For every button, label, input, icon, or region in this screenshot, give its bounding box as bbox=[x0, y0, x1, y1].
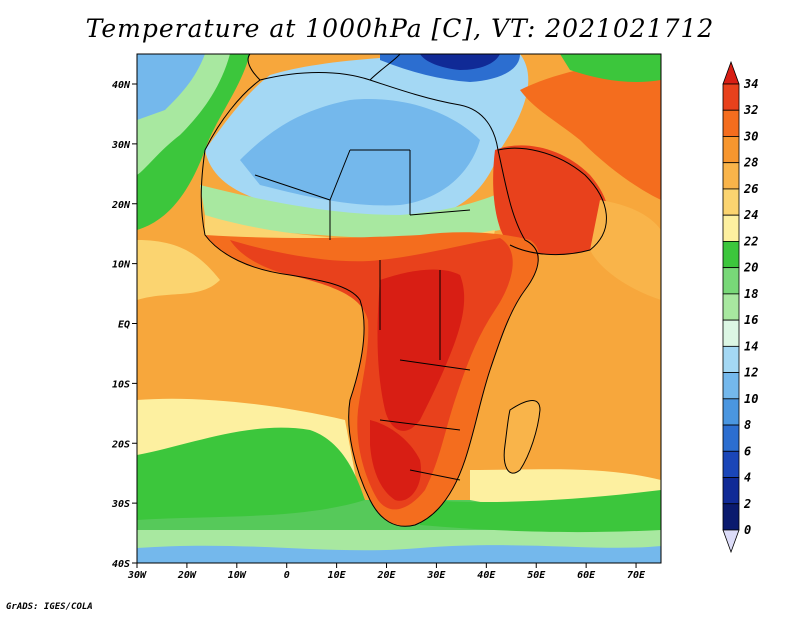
lat-tick-label: 40N bbox=[112, 80, 131, 91]
colorbar-segment bbox=[722, 450, 740, 478]
lon-tick-label: 30W bbox=[127, 570, 147, 581]
lat-tick-label: 30S bbox=[111, 499, 130, 510]
lon-tick-label: 50E bbox=[527, 570, 546, 581]
lat-tick-label: 20S bbox=[111, 439, 130, 450]
longitude-axis: 30W 20W 10W 0 10E 20E 30E 40E 50E 60E 70E bbox=[127, 563, 646, 581]
lon-tick-label: 30E bbox=[426, 570, 446, 581]
colorbar-top-arrow bbox=[722, 60, 740, 85]
colorbar-segment bbox=[722, 162, 740, 190]
colorbar-label: 14 bbox=[744, 339, 758, 353]
colorbar-label: 22 bbox=[743, 234, 758, 248]
colorbar-label: 30 bbox=[743, 129, 758, 143]
colorbar-bottom-arrow bbox=[722, 529, 740, 554]
colorbar-segment bbox=[722, 424, 740, 452]
colorbar-segment bbox=[722, 109, 740, 137]
colorbar-segment bbox=[722, 398, 740, 426]
lat-tick-label: 10S bbox=[112, 379, 130, 390]
colorbar-label: 32 bbox=[743, 103, 758, 117]
colorbar-label: 12 bbox=[744, 366, 758, 380]
colorbar-label: 4 bbox=[744, 471, 751, 485]
colorbar-segment bbox=[722, 293, 740, 321]
colorbar-segment bbox=[722, 503, 740, 531]
colorbar-segment bbox=[722, 214, 740, 242]
lat-tick-label: 40S bbox=[112, 559, 130, 570]
colorbar-segment bbox=[722, 319, 740, 347]
lon-tick-label: 40E bbox=[477, 570, 496, 581]
colorbar-segment bbox=[722, 83, 740, 111]
map-frame bbox=[136, 53, 662, 564]
lon-tick-label: 10E bbox=[328, 570, 347, 581]
coastlines bbox=[200, 54, 607, 527]
colorbar-label: 24 bbox=[743, 208, 758, 222]
lat-tick-label: EQ bbox=[118, 320, 130, 331]
lon-tick-label: 10W bbox=[228, 570, 247, 581]
latitude-axis: 40N 30N 20N 10N EQ 10S 20S 30S 40S bbox=[111, 80, 137, 570]
colorbar-label: 20 bbox=[743, 261, 758, 275]
colorbar-label: 26 bbox=[743, 182, 758, 196]
map-title: Temperature at 1000hPa [C], VT: 20210217… bbox=[85, 14, 715, 43]
colorbar-label: 28 bbox=[743, 156, 758, 170]
lat-tick-label: 20N bbox=[111, 200, 131, 211]
colorbar-label: 8 bbox=[744, 418, 751, 432]
colorbar-label: 2 bbox=[743, 497, 751, 511]
lon-tick-label: 20E bbox=[376, 570, 396, 581]
colorbar-label: 6 bbox=[744, 444, 751, 458]
colorbar-segment bbox=[722, 345, 740, 373]
colorbar-segment bbox=[722, 188, 740, 216]
colorbar-segment bbox=[722, 372, 740, 400]
grads-credit: GrADS: IGES/COLA bbox=[6, 602, 93, 612]
temperature-field bbox=[137, 54, 661, 563]
colorbar-segment bbox=[722, 136, 740, 164]
lat-tick-label: 30N bbox=[111, 140, 131, 151]
colorbar-segment bbox=[722, 267, 740, 295]
colorbar-label: 34 bbox=[743, 77, 758, 91]
colorbar-segment bbox=[722, 241, 740, 269]
colorbar-label: 18 bbox=[744, 287, 758, 301]
colorbar-label: 16 bbox=[744, 313, 758, 327]
lon-tick-label: 0 bbox=[284, 570, 290, 581]
lon-tick-label: 20W bbox=[177, 570, 197, 581]
lat-tick-label: 10N bbox=[112, 260, 131, 271]
colorbar-label: 10 bbox=[744, 392, 758, 406]
lon-tick-label: 60E bbox=[577, 570, 596, 581]
lon-tick-label: 70E bbox=[627, 570, 646, 581]
colorbar-label: 0 bbox=[744, 523, 751, 537]
colorbar-segment bbox=[722, 477, 740, 505]
